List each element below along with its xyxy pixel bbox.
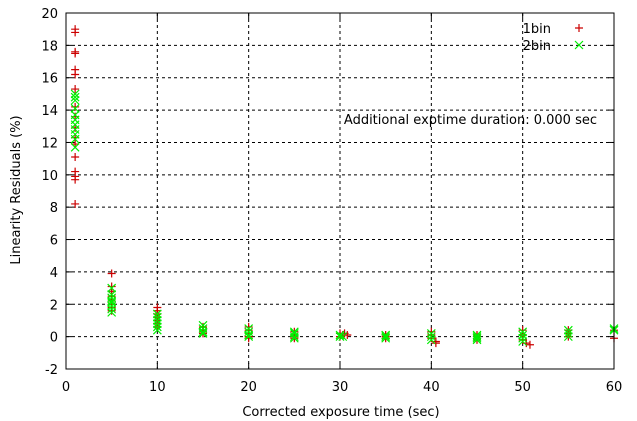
data-point-2bin	[338, 332, 348, 342]
data-point-2bin	[152, 312, 162, 322]
y-tick-label: 12	[41, 136, 58, 151]
data-point-1bin	[525, 340, 534, 349]
data-point-1bin	[71, 49, 80, 58]
x-tick-label: 60	[606, 380, 623, 395]
y-tick-label: 20	[41, 7, 58, 22]
y-tick-label: -2	[45, 363, 58, 378]
data-point-2bin	[152, 309, 162, 319]
plot-frame	[65, 12, 615, 370]
data-point-2bin	[518, 327, 528, 337]
legend-symbol-2bin	[574, 40, 584, 50]
data-point-2bin	[70, 95, 80, 105]
data-point-2bin	[426, 328, 436, 338]
data-point-2bin	[518, 333, 528, 343]
data-point-2bin	[381, 333, 391, 343]
y-tick-label: 16	[41, 72, 58, 87]
data-point-2bin	[107, 304, 117, 314]
legend: 1bin 2bin	[523, 22, 584, 54]
data-point-1bin	[431, 339, 440, 348]
x-tick-label: 0	[62, 380, 70, 395]
data-point-1bin	[427, 334, 436, 343]
x-axis-label: Corrected exposure time (sec)	[242, 405, 439, 420]
data-point-2bin	[70, 104, 80, 113]
y-tick-label: 8	[50, 201, 58, 216]
data-point-2bin	[107, 307, 117, 317]
x-tick-label: 10	[149, 380, 166, 395]
data-point-2bin	[518, 330, 528, 340]
data-point-2bin	[472, 333, 482, 343]
data-point-2bin	[107, 298, 117, 308]
series-2bin-points	[70, 89, 619, 346]
data-point-2bin	[563, 325, 573, 335]
data-point-2bin	[244, 324, 254, 333]
data-point-2bin	[152, 319, 162, 329]
data-point-1bin	[71, 153, 80, 162]
data-point-2bin	[107, 301, 117, 311]
y-tick-label: 2	[50, 298, 58, 313]
data-point-2bin	[70, 92, 80, 102]
y-tick-label: 10	[41, 169, 58, 184]
data-point-2bin	[381, 332, 391, 342]
data-point-1bin	[107, 306, 116, 315]
x-tick-label: 50	[514, 380, 531, 395]
data-point-2bin	[107, 283, 117, 293]
legend-marker-1bin	[575, 24, 583, 32]
data-point-2bin	[198, 327, 208, 337]
data-point-2bin	[563, 332, 573, 342]
data-point-2bin	[335, 330, 345, 340]
data-point-2bin	[335, 332, 345, 342]
data-point-2bin	[152, 316, 162, 325]
data-point-2bin	[472, 332, 482, 342]
data-point-2bin	[426, 335, 436, 345]
data-point-2bin	[244, 330, 254, 340]
data-point-1bin	[71, 28, 80, 37]
data-point-2bin	[289, 332, 299, 342]
x-tick-labels: 0 10 20 30 40 50 60	[62, 380, 622, 395]
legend-symbol-1bin	[575, 24, 583, 32]
data-point-1bin	[71, 102, 80, 111]
y-tick-label: 14	[41, 104, 58, 119]
legend-marker-2bin	[574, 40, 584, 50]
data-point-2bin	[70, 89, 80, 99]
y-axis-label: Linearity Residuals (%)	[9, 115, 24, 264]
data-point-2bin	[289, 333, 299, 343]
data-point-2bin	[381, 330, 391, 340]
data-point-2bin	[244, 332, 254, 342]
data-point-1bin	[71, 199, 80, 208]
data-point-1bin	[71, 85, 80, 94]
chart-annotation: Additional exptime duration: 0.000 sec	[344, 113, 597, 128]
data-point-1bin	[107, 269, 116, 278]
x-tick-label: 40	[423, 380, 440, 395]
data-point-2bin	[426, 332, 436, 342]
data-point-2bin	[198, 328, 208, 338]
data-point-2bin	[70, 142, 80, 152]
data-point-2bin	[563, 328, 573, 338]
x-tick-label: 20	[240, 380, 257, 395]
data-point-2bin	[70, 134, 80, 144]
data-point-1bin	[71, 175, 80, 184]
data-point-1bin	[71, 70, 80, 79]
grid-lines	[66, 13, 614, 369]
data-point-2bin	[107, 290, 117, 299]
data-point-2bin	[152, 325, 162, 335]
y-tick-label: 18	[41, 39, 58, 54]
data-point-2bin	[472, 335, 482, 345]
y-tick-label: 4	[50, 266, 58, 281]
x-tick-label: 30	[332, 380, 349, 395]
y-tick-label: 6	[50, 234, 58, 249]
data-point-2bin	[152, 322, 162, 332]
y-tick-label: 0	[50, 331, 58, 346]
y-tick-labels: -2 0 2 4 6 8 10 12 14 16 18 20	[41, 7, 58, 378]
legend-label-1bin: 1bin	[523, 22, 551, 37]
legend-label-2bin: 2bin	[523, 39, 551, 54]
data-point-2bin	[198, 320, 208, 330]
series-1bin-points	[71, 25, 618, 349]
data-point-2bin	[518, 337, 528, 346]
